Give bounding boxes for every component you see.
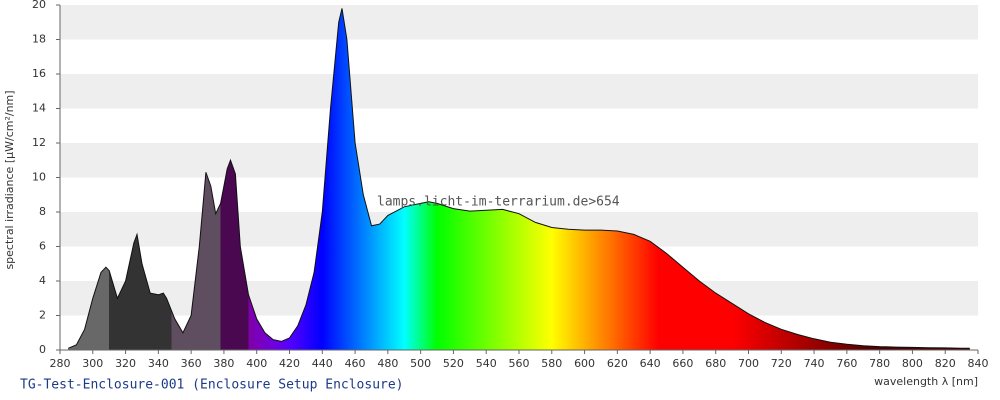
x-axis-label: wavelength λ [nm] <box>874 375 978 388</box>
x-tick-label: 280 <box>50 357 71 370</box>
x-tick-label: 520 <box>443 357 464 370</box>
x-tick-label: 500 <box>410 357 431 370</box>
y-tick-label: 6 <box>39 240 46 253</box>
y-tick-label: 4 <box>39 274 46 287</box>
y-tick-label: 16 <box>32 67 46 80</box>
x-tick-label: 440 <box>312 357 333 370</box>
y-tick-label: 12 <box>32 136 46 149</box>
x-tick-label: 780 <box>869 357 890 370</box>
y-tick-label: 2 <box>39 309 46 322</box>
y-tick-label: 8 <box>39 205 46 218</box>
y-tick-label: 20 <box>32 0 46 11</box>
y-tick-label: 10 <box>32 171 46 184</box>
x-tick-label: 700 <box>738 357 759 370</box>
y-tick-label: 0 <box>39 343 46 356</box>
x-tick-label: 420 <box>279 357 300 370</box>
grid-band <box>60 5 978 40</box>
x-tick-label: 820 <box>935 357 956 370</box>
x-tick-label: 680 <box>705 357 726 370</box>
spectrum-area <box>68 8 970 351</box>
x-tick-label: 540 <box>476 357 497 370</box>
x-tick-label: 480 <box>377 357 398 370</box>
x-tick-label: 400 <box>246 357 267 370</box>
chart-title: TG-Test-Enclosure-001 (Enclosure Setup E… <box>20 378 404 393</box>
grid-band <box>60 143 978 178</box>
x-tick-label: 760 <box>836 357 857 370</box>
x-tick-label: 460 <box>345 357 366 370</box>
x-tick-label: 340 <box>148 357 169 370</box>
x-tick-label: 800 <box>902 357 923 370</box>
spectrum-line <box>68 8 970 349</box>
x-tick-label: 740 <box>804 357 825 370</box>
x-tick-label: 640 <box>640 357 661 370</box>
x-tick-label: 620 <box>607 357 628 370</box>
x-tick-label: 660 <box>672 357 693 370</box>
x-tick-label: 300 <box>82 357 103 370</box>
x-tick-label: 720 <box>771 357 792 370</box>
x-tick-label: 580 <box>541 357 562 370</box>
y-tick-label: 14 <box>32 102 46 115</box>
x-tick-label: 560 <box>509 357 530 370</box>
x-tick-label: 380 <box>213 357 234 370</box>
watermark: lamps.licht-im-terrarium.de>654 <box>377 195 620 210</box>
x-tick-label: 360 <box>181 357 202 370</box>
x-tick-label: 600 <box>574 357 595 370</box>
y-axis-label: spectral irradiance [µW/cm²/nm] <box>3 90 16 269</box>
x-tick-label: 320 <box>115 357 136 370</box>
y-tick-label: 18 <box>32 33 46 46</box>
x-tick-label: 840 <box>968 357 989 370</box>
grid-band <box>60 74 978 109</box>
